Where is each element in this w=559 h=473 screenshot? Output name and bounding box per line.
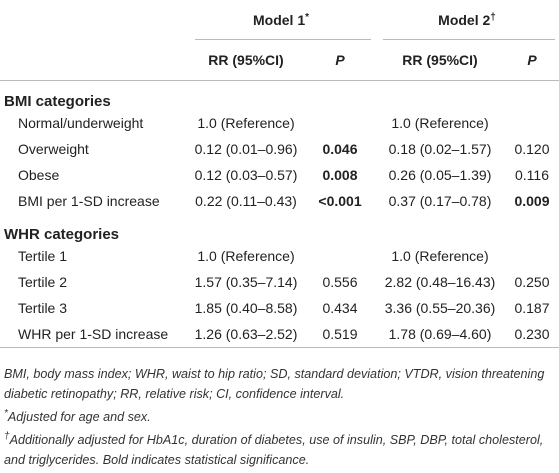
data-row: Normal/underweight 1.0 (Reference) 1.0 (Re…: [0, 110, 559, 136]
cell: 1.0 (Reference): [197, 248, 295, 264]
cell: 1.0 (Reference): [391, 248, 489, 264]
footnotes: BMI, body mass index; WHR, waist to hip …: [4, 364, 556, 470]
row-label: WHR per 1-SD increase: [0, 321, 187, 348]
cell: 3.36 (0.55–20.36): [384, 300, 496, 316]
footnote-mark: †: [4, 431, 10, 443]
row-label: BMI per 1-SD increase: [18, 193, 160, 209]
blank-cell: [0, 40, 187, 81]
cell: 0.187: [514, 300, 550, 316]
footnote-mark: *: [305, 11, 310, 23]
section-title: WHR categories: [4, 226, 120, 243]
cell: 0.37 (0.17–0.78): [388, 193, 492, 209]
data-row: Obese 0.12 (0.03–0.57) 0.008 0.26 (0.05–1.3…: [0, 162, 559, 188]
cell: 0.116: [515, 167, 549, 183]
column-header: P: [305, 40, 375, 81]
data-row: Tertile 1 1.0 (Reference) 1.0 (Reference): [0, 243, 559, 269]
footnote-mark: †: [490, 11, 496, 23]
blank-cell: [0, 0, 187, 40]
data-row: BMI per 1-SD increase 0.22 (0.11–0.43) <0.…: [0, 188, 559, 214]
cell: 0.12 (0.03–0.57): [194, 167, 298, 183]
data-row: Tertile 3 1.85 (0.40–8.58) 0.434 3.36 (0.55…: [0, 295, 559, 321]
cell: 1.0 (Reference): [391, 115, 489, 131]
data-row: WHR per 1-SD increase 1.26 (0.63–2.52) 0.5…: [0, 321, 559, 348]
group-header-row: Model 1* Model 2†: [0, 0, 559, 40]
cell: 0.046: [322, 141, 358, 157]
column-header: P: [505, 40, 559, 81]
footnote-text: BMI, body mass index; WHR, waist to hip …: [4, 367, 545, 401]
section-title: BMI categories: [4, 93, 111, 110]
cell: 0.556: [322, 274, 358, 290]
row-label: Tertile 2: [18, 274, 68, 290]
data-row: Overweight 0.12 (0.01–0.96) 0.046 0.18 (0.0…: [0, 136, 559, 162]
cell: 1.57 (0.35–7.14): [194, 274, 298, 290]
empty-cell: [505, 110, 559, 136]
row-label: Overweight: [18, 141, 89, 157]
cell: 0.22 (0.11–0.43): [195, 193, 297, 209]
cell: <0.001: [318, 193, 362, 209]
footnote-text: Adjusted for age and sex.: [7, 410, 151, 425]
footnote: †Additionally adjusted for HbA1c, durati…: [4, 427, 556, 470]
results-table: Model 1* Model 2† RR (95%CI) P RR (95%CI) P BM…: [0, 0, 559, 348]
section-row: BMI categories: [0, 81, 559, 110]
row-label: Normal/underweight: [18, 115, 144, 131]
footnote-text: Additionally adjusted for HbA1c, duratio…: [4, 433, 544, 468]
empty-cell: [505, 243, 559, 269]
cell: 0.18 (0.02–1.57): [388, 141, 492, 157]
cell: 0.008: [322, 167, 358, 183]
cell: 0.519: [305, 321, 375, 348]
group-header: Model 1*: [187, 0, 375, 40]
cell: 0.26 (0.05–1.39): [388, 167, 492, 183]
column-header: RR (95%CI): [187, 40, 305, 81]
cell: 0.434: [322, 300, 358, 316]
group-title: Model 2: [438, 12, 491, 29]
footnote-mark: *: [4, 408, 8, 419]
cell: 0.250: [514, 274, 550, 290]
data-row: Tertile 2 1.57 (0.35–7.14) 0.556 2.82 (0.48…: [0, 269, 559, 295]
cell: 0.12 (0.01–0.96): [194, 141, 298, 157]
column-header-row: RR (95%CI) P RR (95%CI) P: [0, 40, 559, 81]
row-label: Tertile 1: [18, 248, 68, 264]
footnote: *Adjusted for age and sex.: [4, 404, 556, 427]
cell: 2.82 (0.48–16.43): [384, 274, 496, 290]
empty-cell: [305, 243, 375, 269]
row-label: Obese: [18, 167, 60, 183]
section-row: WHR categories: [0, 214, 559, 243]
cell: 1.78 (0.69–4.60): [375, 321, 505, 348]
group-title: Model 1: [252, 12, 306, 29]
cell: 1.26 (0.63–2.52): [187, 321, 305, 348]
cell: 0.230: [505, 321, 559, 348]
column-header: RR (95%CI): [375, 40, 505, 81]
group-header: Model 2†: [375, 0, 559, 40]
footnote: BMI, body mass index; WHR, waist to hip …: [4, 364, 556, 404]
cell: 0.120: [514, 141, 550, 157]
cell: 1.85 (0.40–8.58): [194, 300, 298, 316]
cell: 0.009: [514, 193, 550, 209]
row-label: Tertile 3: [18, 300, 68, 316]
empty-cell: [305, 110, 375, 136]
cell: 1.0 (Reference): [197, 115, 295, 131]
